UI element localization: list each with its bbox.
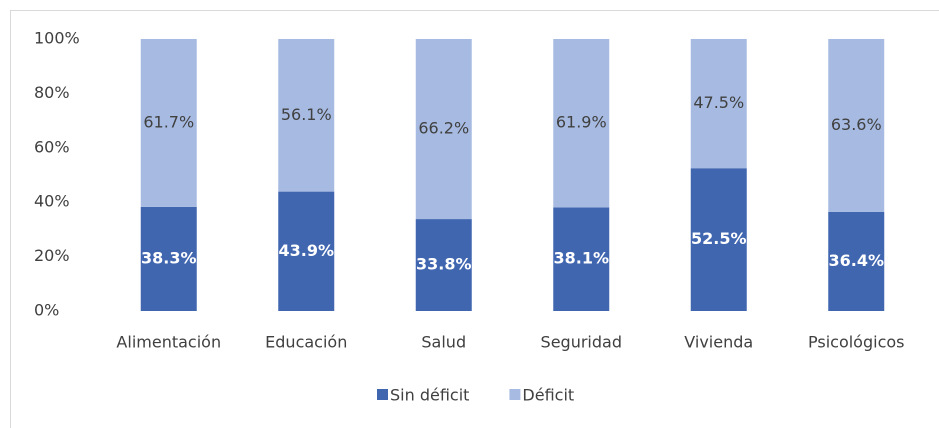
chart-border — [10, 10, 939, 428]
bar-segment — [415, 219, 472, 311]
bar-segment — [690, 168, 747, 311]
data-label: 38.1% — [553, 249, 609, 268]
data-label: 47.5% — [693, 93, 744, 112]
x-tick-label: Educación — [265, 333, 347, 352]
bar-segment — [553, 207, 610, 311]
bar-segment — [140, 39, 197, 207]
bar-segment — [690, 39, 747, 169]
y-tick-label: 60% — [34, 137, 70, 156]
data-label: 66.2% — [418, 119, 469, 138]
data-label: 56.1% — [281, 105, 332, 124]
x-tick-label: Vivienda — [684, 333, 753, 352]
bar-segment — [278, 191, 335, 311]
legend-swatch — [509, 389, 521, 400]
bar-segment — [140, 206, 197, 311]
bar-segment — [553, 39, 610, 208]
bar-segment — [278, 39, 335, 192]
y-tick-label: 40% — [34, 192, 70, 211]
y-tick-label: 20% — [34, 246, 70, 265]
y-tick-label: 80% — [34, 83, 70, 102]
x-tick-label: Alimentación — [116, 333, 221, 352]
data-label: 61.9% — [556, 113, 607, 132]
x-tick-label: Seguridad — [541, 333, 622, 352]
data-label: 52.5% — [691, 229, 747, 248]
y-tick-label: 0% — [34, 301, 59, 320]
data-label: 43.9% — [278, 241, 334, 260]
y-tick-label: 100% — [34, 29, 80, 48]
data-label: 63.6% — [831, 115, 882, 134]
data-label: 36.4% — [828, 251, 884, 270]
x-tick-label: Salud — [421, 333, 466, 352]
data-label: 38.3% — [141, 248, 197, 267]
legend-label: Déficit — [522, 386, 574, 405]
bar-segment — [415, 39, 472, 220]
legend-label: Sin déficit — [390, 386, 469, 405]
bar-segment — [828, 39, 885, 212]
data-label: 61.7% — [143, 112, 194, 131]
bar-segment — [828, 211, 885, 311]
x-tick-label: Psicológicos — [808, 333, 905, 352]
data-label: 33.8% — [416, 255, 472, 274]
legend-swatch — [377, 389, 388, 400]
